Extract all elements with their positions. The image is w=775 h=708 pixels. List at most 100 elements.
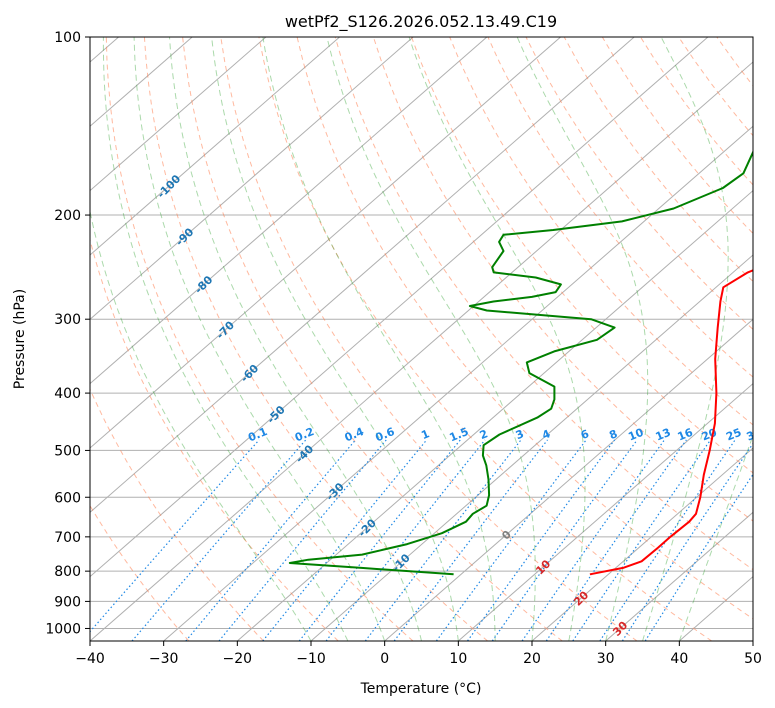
moist-adiabat-line: [642, 37, 729, 641]
temperature-profile-line: [589, 269, 753, 576]
mixing-ratio-label: 2: [478, 427, 490, 442]
isotherm-line: [163, 125, 753, 641]
mixing-ratio-label: 13: [654, 426, 673, 444]
dry-adiabat-line: [182, 37, 563, 641]
moist-adiabat-line: [133, 37, 386, 641]
chart-title: wetPf2_S126.2026.052.13.49.C19: [285, 12, 557, 32]
mixing-ratio-label: 8: [607, 427, 619, 442]
isotherm-line: [90, 37, 267, 192]
dry-adiabat-line: [487, 37, 753, 378]
dry-adiabat-line: [601, 37, 753, 235]
dewpoint-profile-line: [288, 149, 753, 576]
y-tick-label: 800: [54, 564, 81, 580]
mixing-ratio-label: 16: [676, 426, 695, 444]
isotherm-line: [90, 37, 561, 449]
mixing-ratio-line: [90, 439, 260, 633]
mixing-ratio-label: 3: [514, 427, 526, 442]
dry-adiabat-line: [220, 37, 638, 641]
moist-adiabat-line: [102, 37, 349, 641]
dry-adiabat-line: [525, 37, 753, 330]
mixing-ratio-label: 1.5: [448, 425, 471, 444]
plot-area: 0.1 0.2 0.4 0.6 1 1.5 2 3 4 6 8 10 13 16 20 25 30 36-100-…: [90, 37, 775, 641]
isotherm-line: [90, 37, 709, 578]
x-tick-label: 30: [597, 651, 615, 667]
mixing-ratio-label: 0.6: [373, 425, 396, 444]
mixing-ratio-label: 6: [579, 427, 591, 442]
moist-adiabat-line: [90, 208, 312, 641]
mixing-ratio-label: 25: [724, 426, 743, 444]
mixing-ratio-line: [218, 439, 387, 641]
y-tick-label: 200: [54, 208, 81, 224]
y-tick-label: 500: [54, 443, 81, 459]
dry-adiabat-line: [372, 37, 753, 522]
mixing-ratio-line: [298, 439, 461, 641]
mixing-ratio-label: 10: [626, 426, 645, 444]
x-axis: −40 −30 −20 −10 0 10 20 30 40 50: [75, 641, 762, 667]
dry-adiabat-line: [258, 37, 712, 641]
mixing-ratio-line: [467, 439, 616, 641]
isotherm-line: [90, 37, 414, 320]
moist-adiabat-line: [262, 37, 496, 641]
moist-adiabat-line: [169, 37, 422, 641]
isotherm-line: [605, 511, 753, 641]
isotherm-line: [384, 318, 753, 641]
mixing-ratio-label: 0.4: [343, 425, 366, 444]
mixing-ratio-line: [435, 439, 587, 641]
mixing-ratio-line: [545, 439, 687, 641]
moist-adiabat-line: [408, 37, 586, 641]
moist-adiabat-line: [326, 37, 536, 641]
isotherm-line: [531, 447, 753, 641]
mixing-ratio-line: [644, 473, 753, 641]
dry-adiabat-line: [449, 37, 753, 426]
mixing-ratio-line: [131, 439, 307, 641]
dry-adiabat-line: [563, 37, 753, 283]
mixing-ratio-line: [521, 439, 665, 641]
x-axis-label: Temperature (°C): [360, 681, 482, 697]
x-tick-label: −10: [296, 651, 326, 667]
plot-frame: [89, 36, 754, 642]
mixing-ratio-line: [621, 442, 753, 641]
mixing-ratio-label: 4: [540, 427, 552, 442]
x-tick-label: 40: [670, 651, 688, 667]
mixing-ratio-label: 0.1: [246, 425, 269, 444]
x-tick-label: −30: [149, 651, 179, 667]
mixing-ratio-line: [599, 439, 736, 641]
dry-adiabat-line: [755, 37, 775, 641]
x-tick-label: 0: [380, 651, 389, 667]
dry-adiabat-line: [640, 37, 753, 186]
y-tick-label: 100: [54, 30, 81, 46]
moist-adiabat-line: [211, 37, 459, 641]
dry-adiabat-line: [90, 237, 339, 641]
isotherm-line: [752, 640, 753, 641]
y-tick-label: 300: [54, 312, 81, 328]
dry-adiabat-line: [90, 388, 264, 641]
dry-adiabat-line: [296, 37, 753, 620]
y-tick-label: 900: [54, 594, 81, 610]
isotherm-line: [678, 575, 753, 641]
isotherm-line: [236, 189, 753, 641]
dry-adiabat-line: [105, 37, 414, 641]
y-tick-label: 700: [54, 530, 81, 546]
isotherm-line: [457, 382, 753, 641]
x-tick-label: 10: [449, 651, 467, 667]
y-axis: 100 200 300 400 500 600 700 800 900 1000: [45, 30, 90, 637]
isotherm-label: -100: [155, 172, 184, 201]
mixing-ratio-label: 1: [419, 427, 431, 442]
isotherm-line: [90, 37, 340, 256]
mixing-ratio-label: 36: [765, 426, 775, 444]
x-tick-label: 20: [523, 651, 541, 667]
mixing-ratio-label: 20: [700, 426, 719, 444]
y-tick-label: 400: [54, 386, 81, 402]
isotherm-line: [90, 37, 635, 514]
isotherm-line: [90, 37, 488, 385]
mixing-ratio-line: [572, 439, 712, 641]
mixing-ratio-line: [364, 439, 522, 641]
y-tick-label: 600: [54, 490, 81, 506]
x-tick-label: 50: [744, 651, 762, 667]
y-axis-label: Pressure (hPa): [12, 289, 28, 389]
mixing-ratio-label: 30: [745, 426, 764, 444]
dry-adiabat-line: [411, 37, 753, 474]
dry-adiabat-line: [143, 37, 488, 641]
mixing-ratio-line: [325, 439, 486, 641]
